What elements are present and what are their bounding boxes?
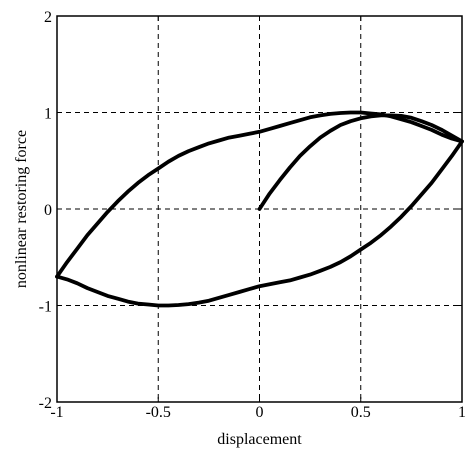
y-tick-labels: -2 -1 0 1 2 — [39, 9, 52, 412]
series-line-2 — [55, 139, 464, 308]
series-line-3 — [55, 110, 464, 279]
series-group — [55, 110, 464, 308]
y-tick-label: -1 — [39, 299, 52, 316]
x-tick-label: 1 — [458, 404, 466, 421]
x-axis-label: displacement — [217, 431, 302, 448]
x-tick-label: 0.5 — [351, 404, 371, 421]
tick-marks — [56, 15, 463, 403]
x-tick-label: -0.5 — [146, 404, 171, 421]
y-tick-label: 2 — [44, 9, 52, 26]
y-tick-label: 0 — [44, 202, 52, 219]
y-tick-label: -2 — [39, 395, 52, 412]
x-tick-label: -1 — [50, 404, 63, 421]
x-tick-label: 0 — [256, 404, 264, 421]
y-axis-label: nonlinear restoring force — [13, 130, 30, 288]
y-tick-label: 1 — [44, 106, 52, 123]
series-line-1 — [257, 113, 464, 211]
x-tick-labels: -1 -0.5 0 0.5 1 — [50, 404, 466, 421]
